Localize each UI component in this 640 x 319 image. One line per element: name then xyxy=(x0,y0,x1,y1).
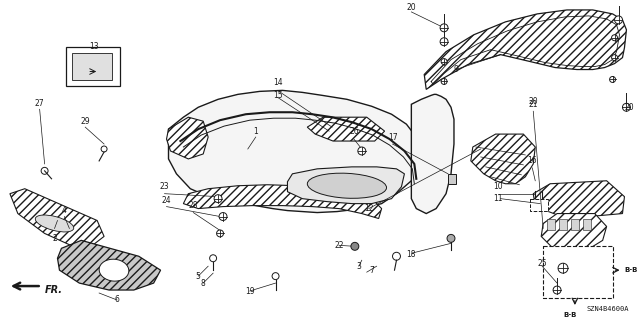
Ellipse shape xyxy=(35,215,74,232)
Bar xyxy=(448,174,456,184)
Circle shape xyxy=(440,24,448,32)
Text: 16: 16 xyxy=(527,156,537,166)
Bar xyxy=(543,246,612,298)
Circle shape xyxy=(441,59,447,64)
Circle shape xyxy=(214,195,222,203)
Text: FR.: FR. xyxy=(45,285,63,295)
Circle shape xyxy=(612,55,618,61)
Bar xyxy=(583,219,591,230)
Polygon shape xyxy=(307,117,385,141)
Polygon shape xyxy=(424,10,627,89)
Circle shape xyxy=(210,255,216,262)
Text: 19: 19 xyxy=(245,286,255,295)
Text: 27: 27 xyxy=(35,99,44,108)
Text: 17: 17 xyxy=(388,133,397,142)
Text: 20: 20 xyxy=(625,103,634,112)
Text: 12: 12 xyxy=(364,204,374,213)
Text: 18: 18 xyxy=(406,250,416,259)
Text: 26: 26 xyxy=(349,127,358,136)
Text: 8: 8 xyxy=(201,278,205,288)
Circle shape xyxy=(41,167,48,174)
Polygon shape xyxy=(533,181,625,219)
Circle shape xyxy=(219,212,227,220)
Text: 21: 21 xyxy=(529,100,538,109)
Polygon shape xyxy=(412,94,454,213)
Text: 10: 10 xyxy=(493,182,502,191)
Circle shape xyxy=(609,77,616,82)
Circle shape xyxy=(440,38,448,46)
Text: 23: 23 xyxy=(160,182,170,191)
Text: 4: 4 xyxy=(62,206,67,215)
Text: 14: 14 xyxy=(273,78,282,87)
Circle shape xyxy=(358,147,365,155)
Text: 13: 13 xyxy=(90,42,99,51)
Polygon shape xyxy=(168,90,421,212)
Bar xyxy=(559,219,567,230)
Bar xyxy=(547,219,555,230)
Polygon shape xyxy=(58,241,161,290)
Text: 15: 15 xyxy=(273,91,282,100)
Ellipse shape xyxy=(307,173,387,198)
Text: 6: 6 xyxy=(115,295,120,304)
Text: 3: 3 xyxy=(356,262,361,271)
Text: B-B: B-B xyxy=(563,312,577,318)
Bar xyxy=(571,219,579,230)
Text: B-B: B-B xyxy=(625,267,638,273)
Text: 9: 9 xyxy=(454,65,458,74)
Text: 11: 11 xyxy=(493,194,502,203)
Circle shape xyxy=(216,230,223,237)
Circle shape xyxy=(351,242,359,250)
Text: 2: 2 xyxy=(52,234,57,243)
Text: 20: 20 xyxy=(406,4,416,12)
Polygon shape xyxy=(166,117,208,159)
Text: 24: 24 xyxy=(162,196,172,205)
Circle shape xyxy=(441,78,447,85)
Polygon shape xyxy=(541,213,607,248)
Circle shape xyxy=(623,103,630,111)
Circle shape xyxy=(553,286,561,294)
FancyBboxPatch shape xyxy=(67,47,120,86)
Polygon shape xyxy=(184,185,381,219)
Text: 1: 1 xyxy=(253,127,258,136)
Circle shape xyxy=(272,273,279,279)
Text: 5: 5 xyxy=(196,271,201,281)
Circle shape xyxy=(101,146,107,152)
Text: 28: 28 xyxy=(189,201,198,210)
Polygon shape xyxy=(471,134,535,184)
Text: 22: 22 xyxy=(334,241,344,250)
Bar xyxy=(72,53,112,80)
Circle shape xyxy=(392,252,401,260)
Bar xyxy=(531,199,548,211)
Text: 7: 7 xyxy=(369,266,374,275)
Polygon shape xyxy=(287,167,404,204)
Circle shape xyxy=(614,16,623,24)
Ellipse shape xyxy=(99,259,129,281)
Circle shape xyxy=(447,234,455,242)
Text: 29: 29 xyxy=(81,117,90,126)
Polygon shape xyxy=(10,189,104,248)
Text: 25: 25 xyxy=(538,259,547,268)
Circle shape xyxy=(612,35,618,41)
Text: SZN4B4600A: SZN4B4600A xyxy=(587,306,629,312)
Circle shape xyxy=(558,263,568,273)
Text: 20: 20 xyxy=(529,97,538,106)
